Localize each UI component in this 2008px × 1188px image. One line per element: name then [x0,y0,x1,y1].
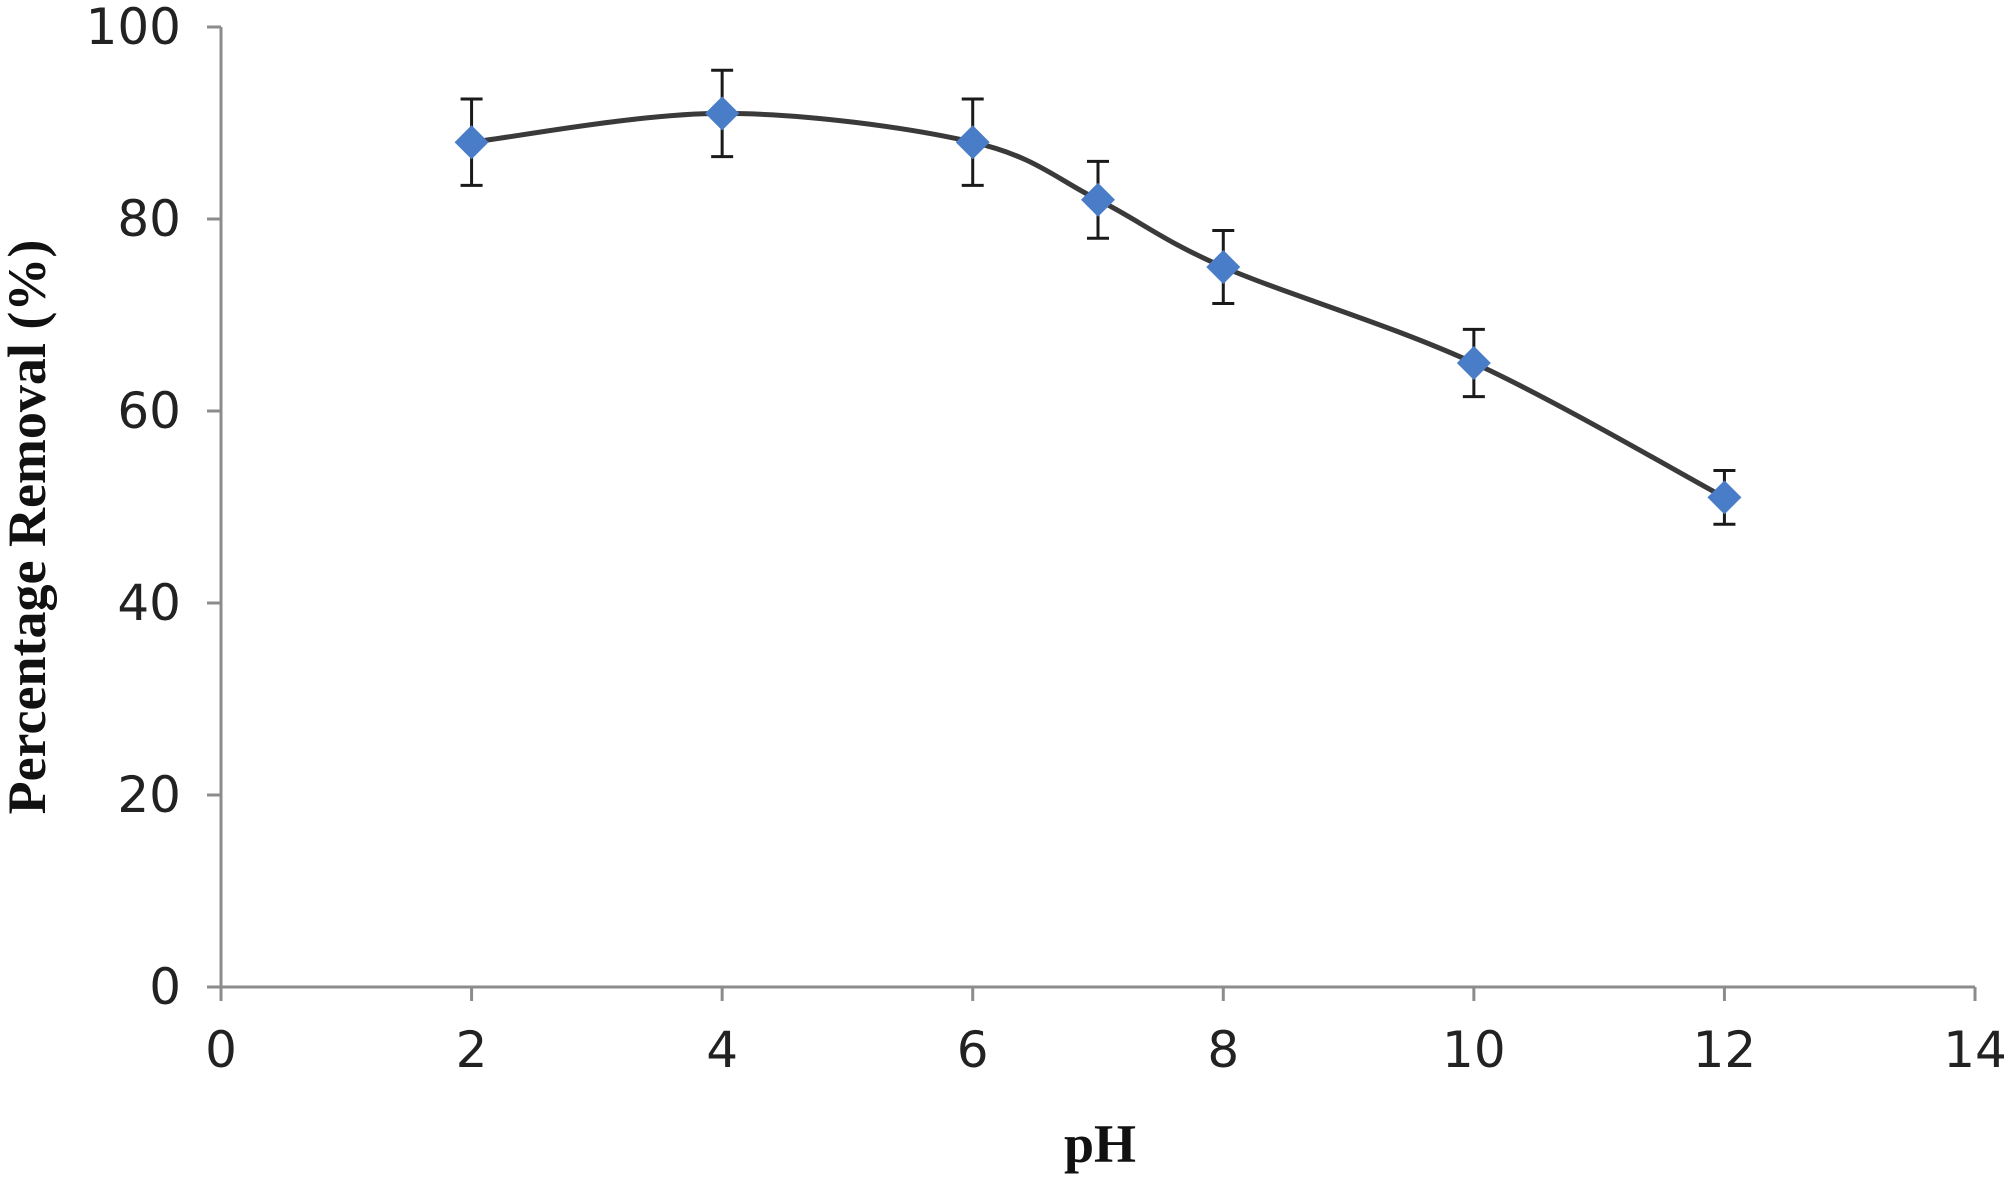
y-tick-label: 60 [117,382,181,440]
data-point [1206,250,1241,284]
x-tick-label: 6 [957,1021,989,1079]
y-tick-label: 100 [86,0,181,56]
data-point [705,96,740,131]
x-tick-label: 12 [1693,1021,1757,1079]
x-tick-label: 10 [1442,1021,1506,1079]
plot-series [454,68,1742,526]
data-point [1456,346,1491,380]
y-tick-label: 20 [117,766,181,824]
data-point [1707,480,1742,515]
x-axis-title: pH [1064,1114,1136,1174]
y-tick-label: 40 [117,574,181,632]
data-point [1081,182,1115,217]
x-tick-label: 8 [1207,1021,1239,1079]
y-tick-label: 0 [149,958,181,1016]
data-point [454,125,489,160]
y-tick-label: 80 [117,190,181,248]
x-tick-label: 0 [205,1021,237,1079]
data-point [955,125,990,160]
x-tick-label: 2 [456,1021,488,1079]
y-ticks: 0 20 40 60 80 100 [86,0,221,1016]
x-tick-label: 4 [706,1021,738,1079]
x-ticks: 0 2 4 6 8 10 12 14 [205,987,2007,1079]
x-tick-label: 14 [1943,1021,2007,1079]
axes [219,27,1975,989]
y-axis-title: Percentage Removal (%) [0,240,57,815]
